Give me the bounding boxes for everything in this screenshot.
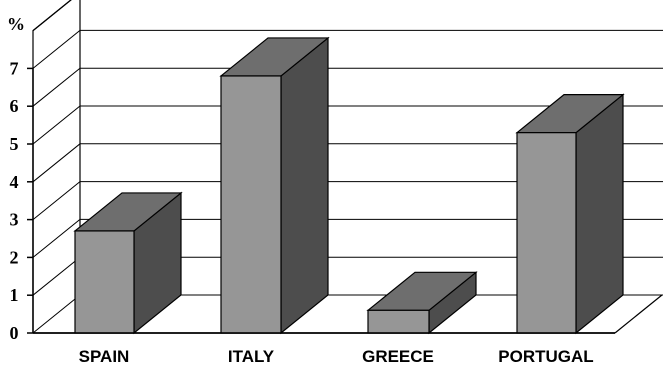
gridline [32, 181, 663, 220]
gridline [32, 29, 663, 69]
bar-side [280, 36, 329, 335]
y-tick-label: 2 [10, 247, 19, 267]
bar-italy [219, 36, 330, 335]
bars [73, 36, 625, 335]
y-tick-label: 5 [10, 134, 19, 154]
gridline [32, 0, 72, 32]
x-category-label: PORTUGAL [498, 347, 593, 366]
x-axis: SPAIN ITALY GREECE PORTUGAL [33, 332, 615, 366]
bar-spain [73, 191, 183, 335]
x-category-label: SPAIN [79, 347, 130, 366]
gridline [32, 105, 663, 145]
bar-greece [366, 271, 478, 335]
bar-front [516, 132, 577, 334]
y-tick-label: 7 [10, 58, 19, 78]
bar-front [220, 75, 282, 334]
y-tick-label: 6 [10, 96, 19, 116]
x-category-label: GREECE [362, 347, 434, 366]
gridline [32, 143, 663, 183]
y-tick-label: 3 [10, 210, 19, 230]
y-axis-unit-label: % [7, 14, 25, 34]
gridline [32, 67, 663, 107]
y-tick-label: 4 [10, 172, 19, 192]
floor-right-edge [614, 294, 663, 334]
bar-side [575, 93, 624, 335]
bar-front [367, 309, 430, 334]
bar-portugal [515, 93, 625, 335]
y-tick-label: 1 [10, 285, 19, 305]
y-axis-ticks: 0 1 2 3 4 5 6 7 [10, 58, 34, 343]
y-tick-label: 0 [10, 323, 19, 343]
bar-front [74, 230, 135, 334]
x-category-label: ITALY [228, 347, 275, 366]
gridline [32, 218, 663, 258]
